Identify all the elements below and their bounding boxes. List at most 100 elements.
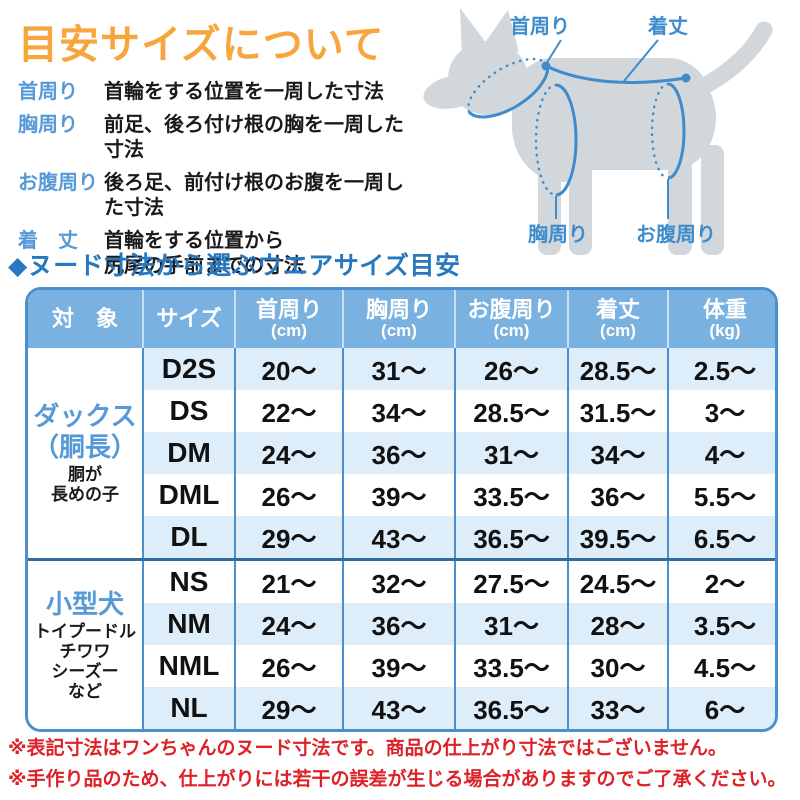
- cell-chest: 39～: [342, 474, 455, 516]
- table-row-ds: DS 22～ 34～ 28.5～ 31.5～ 3～: [28, 390, 775, 432]
- table-row-ns: 小型犬 トイプードル チワワ シーズー など NS 21～ 32～ 27.5～ …: [28, 558, 775, 729]
- header-unit: (cm): [600, 321, 636, 340]
- size-table: 対 象 サイズ 首周り (cm) 胸周り (cm) お腹周り (cm) 着丈 (cm) …: [28, 290, 775, 729]
- header-length: 着丈 (cm): [567, 290, 668, 348]
- header-weight: 体重 (kg): [667, 290, 775, 348]
- back-length-line: [545, 64, 687, 84]
- header-label: サイズ: [156, 306, 222, 331]
- header-unit: (kg): [709, 321, 741, 340]
- cell-length: 34～: [567, 432, 668, 474]
- size-table-container: 対 象 サイズ 首周り (cm) 胸周り (cm) お腹周り (cm) 着丈 (cm) …: [25, 287, 778, 732]
- cell-neck: 29～: [234, 687, 343, 729]
- cell-belly: 26～: [454, 348, 568, 390]
- cell-chest: 32～: [342, 558, 455, 603]
- cell-length: 28～: [567, 603, 668, 645]
- cell-neck: 24～: [234, 432, 343, 474]
- belly-ring-solid: [667, 82, 686, 180]
- cell-size: DML: [142, 474, 235, 516]
- length-leader-line: [623, 39, 659, 82]
- cell-weight: 5.5～: [667, 474, 775, 516]
- header-neck: 首周り (cm): [234, 290, 343, 348]
- header-label: 首周り: [255, 297, 322, 322]
- header-size: サイズ: [142, 290, 235, 348]
- cell-size: NS: [142, 558, 235, 603]
- header-label: 胸周り: [365, 297, 432, 322]
- cell-size: DS: [142, 390, 235, 432]
- cell-chest: 43～: [342, 687, 455, 729]
- section-heading: ◆ヌード寸法から選ぶウエアサイズ目安: [8, 252, 461, 280]
- dog-silhouette-icon: [423, 8, 773, 255]
- table-row-nml: NML 26～ 39～ 33.5～ 30～ 4.5～: [28, 645, 775, 687]
- cell-chest: 36～: [342, 603, 455, 645]
- cell-neck: 29～: [234, 516, 343, 560]
- cell-neck: 22～: [234, 390, 343, 432]
- cell-chest: 36～: [342, 432, 455, 474]
- note-line: ※手作り品のため、仕上がりには若干の誤差が生じる場合がありますのでご了承ください…: [8, 769, 787, 790]
- cell-neck: 20～: [234, 348, 343, 390]
- definition-text: 後ろ足、前付け根のお腹を一周した寸法: [104, 172, 404, 219]
- dog-measurement-diagram: 首周り 着丈 胸周り お腹周り: [423, 8, 773, 255]
- header-label: 体重: [702, 297, 747, 322]
- cell-weight: 3～: [667, 390, 775, 432]
- cell-length: 28.5～: [567, 348, 668, 390]
- group-note: トイプードル チワワ シーズー など: [34, 621, 136, 701]
- group-name: ダックス （胴長）: [32, 401, 137, 462]
- diagram-chest-label: 胸周り: [528, 222, 588, 246]
- header-label: 対 象: [51, 306, 118, 331]
- cell-belly: 31～: [454, 432, 568, 474]
- cell-length: 30～: [567, 645, 668, 687]
- cell-chest: 34～: [342, 390, 455, 432]
- header-belly: お腹周り (cm): [454, 290, 568, 348]
- header-unit: (cm): [271, 321, 307, 340]
- cell-size: DL: [142, 516, 235, 560]
- cell-neck: 26～: [234, 474, 343, 516]
- header-unit: (cm): [493, 321, 530, 340]
- table-row-dml: DML 26～ 39～ 33.5～ 36～ 5.5～: [28, 474, 775, 516]
- cell-neck: 24～: [234, 603, 343, 645]
- cell-belly: 33.5～: [454, 645, 568, 687]
- chest-ring-dotted: [534, 83, 558, 197]
- definition-label: 胸周り: [18, 114, 78, 136]
- diagram-length-label: 着丈: [647, 14, 688, 38]
- neck-leader-line: [545, 39, 562, 65]
- cell-belly: 36.5～: [454, 687, 568, 729]
- header-label: 着丈: [595, 297, 640, 322]
- header-unit: (cm): [381, 321, 417, 340]
- group-note: 胴が 長めの子: [51, 465, 119, 504]
- cell-weight: 2～: [667, 558, 775, 603]
- measurement-definitions: 首周り 首輪をする位置を一周した寸法 胸周り 前足、後ろ付け根の胸を一周した寸法…: [18, 80, 418, 287]
- definition-text: 首輪をする位置から 尻尾の手前までの寸法: [104, 230, 304, 277]
- cell-size: NML: [142, 645, 235, 687]
- cell-weight: 6.5～: [667, 516, 775, 560]
- cell-neck: 21～: [234, 558, 343, 603]
- table-row-d2s: ダックス （胴長） 胴が 長めの子 D2S 20～ 31～ 26～ 28.5～ …: [28, 348, 775, 560]
- cell-chest: 43～: [342, 516, 455, 560]
- neck-ring-solid: [467, 63, 550, 119]
- table-row-nl: NL 29～ 43～ 36.5～ 33～ 6～: [28, 687, 775, 729]
- cell-weight: 3.5～: [667, 603, 775, 645]
- group-cell-dachshund: ダックス （胴長） 胴が 長めの子: [28, 348, 143, 560]
- definition-text: 前足、後ろ付け根の胸を一周した寸法: [104, 114, 404, 161]
- cell-neck: 26～: [234, 645, 343, 687]
- definition-label: お腹周り: [18, 172, 98, 194]
- measurement-lines: [467, 39, 687, 219]
- definition-row-belly: お腹周り 後ろ足、前付け根のお腹を一周した寸法: [18, 171, 418, 221]
- cell-chest: 39～: [342, 645, 455, 687]
- cell-size: D2S: [142, 348, 235, 390]
- chest-ring-solid: [555, 83, 578, 197]
- cell-belly: 33.5～: [454, 474, 568, 516]
- cell-belly: 28.5～: [454, 390, 568, 432]
- definition-label: 首周り: [18, 81, 78, 103]
- cell-length: 36～: [567, 474, 668, 516]
- header-target: 対 象: [28, 290, 143, 348]
- note-line: ※表記寸法はワンちゃんのヌード寸法です。商品の仕上がり寸法ではございません。: [8, 738, 728, 759]
- table-row-dm: DM 24～ 36～ 31～ 34～ 4～: [28, 432, 775, 474]
- table-header-row: 対 象 サイズ 首周り (cm) 胸周り (cm) お腹周り (cm) 着丈 (cm) …: [28, 290, 775, 348]
- cell-belly: 31～: [454, 603, 568, 645]
- cell-belly: 27.5～: [454, 558, 568, 603]
- header-label: お腹周り: [467, 297, 556, 322]
- footer-notes: ※表記寸法はワンちゃんのヌード寸法です。商品の仕上がり寸法ではございません。 ※…: [8, 733, 786, 795]
- definition-row-length: 着 丈 首輪をする位置から 尻尾の手前までの寸法: [18, 229, 418, 279]
- group-cell-small-dog: 小型犬 トイプードル チワワ シーズー など: [28, 558, 143, 729]
- cell-weight: 4.5～: [667, 645, 775, 687]
